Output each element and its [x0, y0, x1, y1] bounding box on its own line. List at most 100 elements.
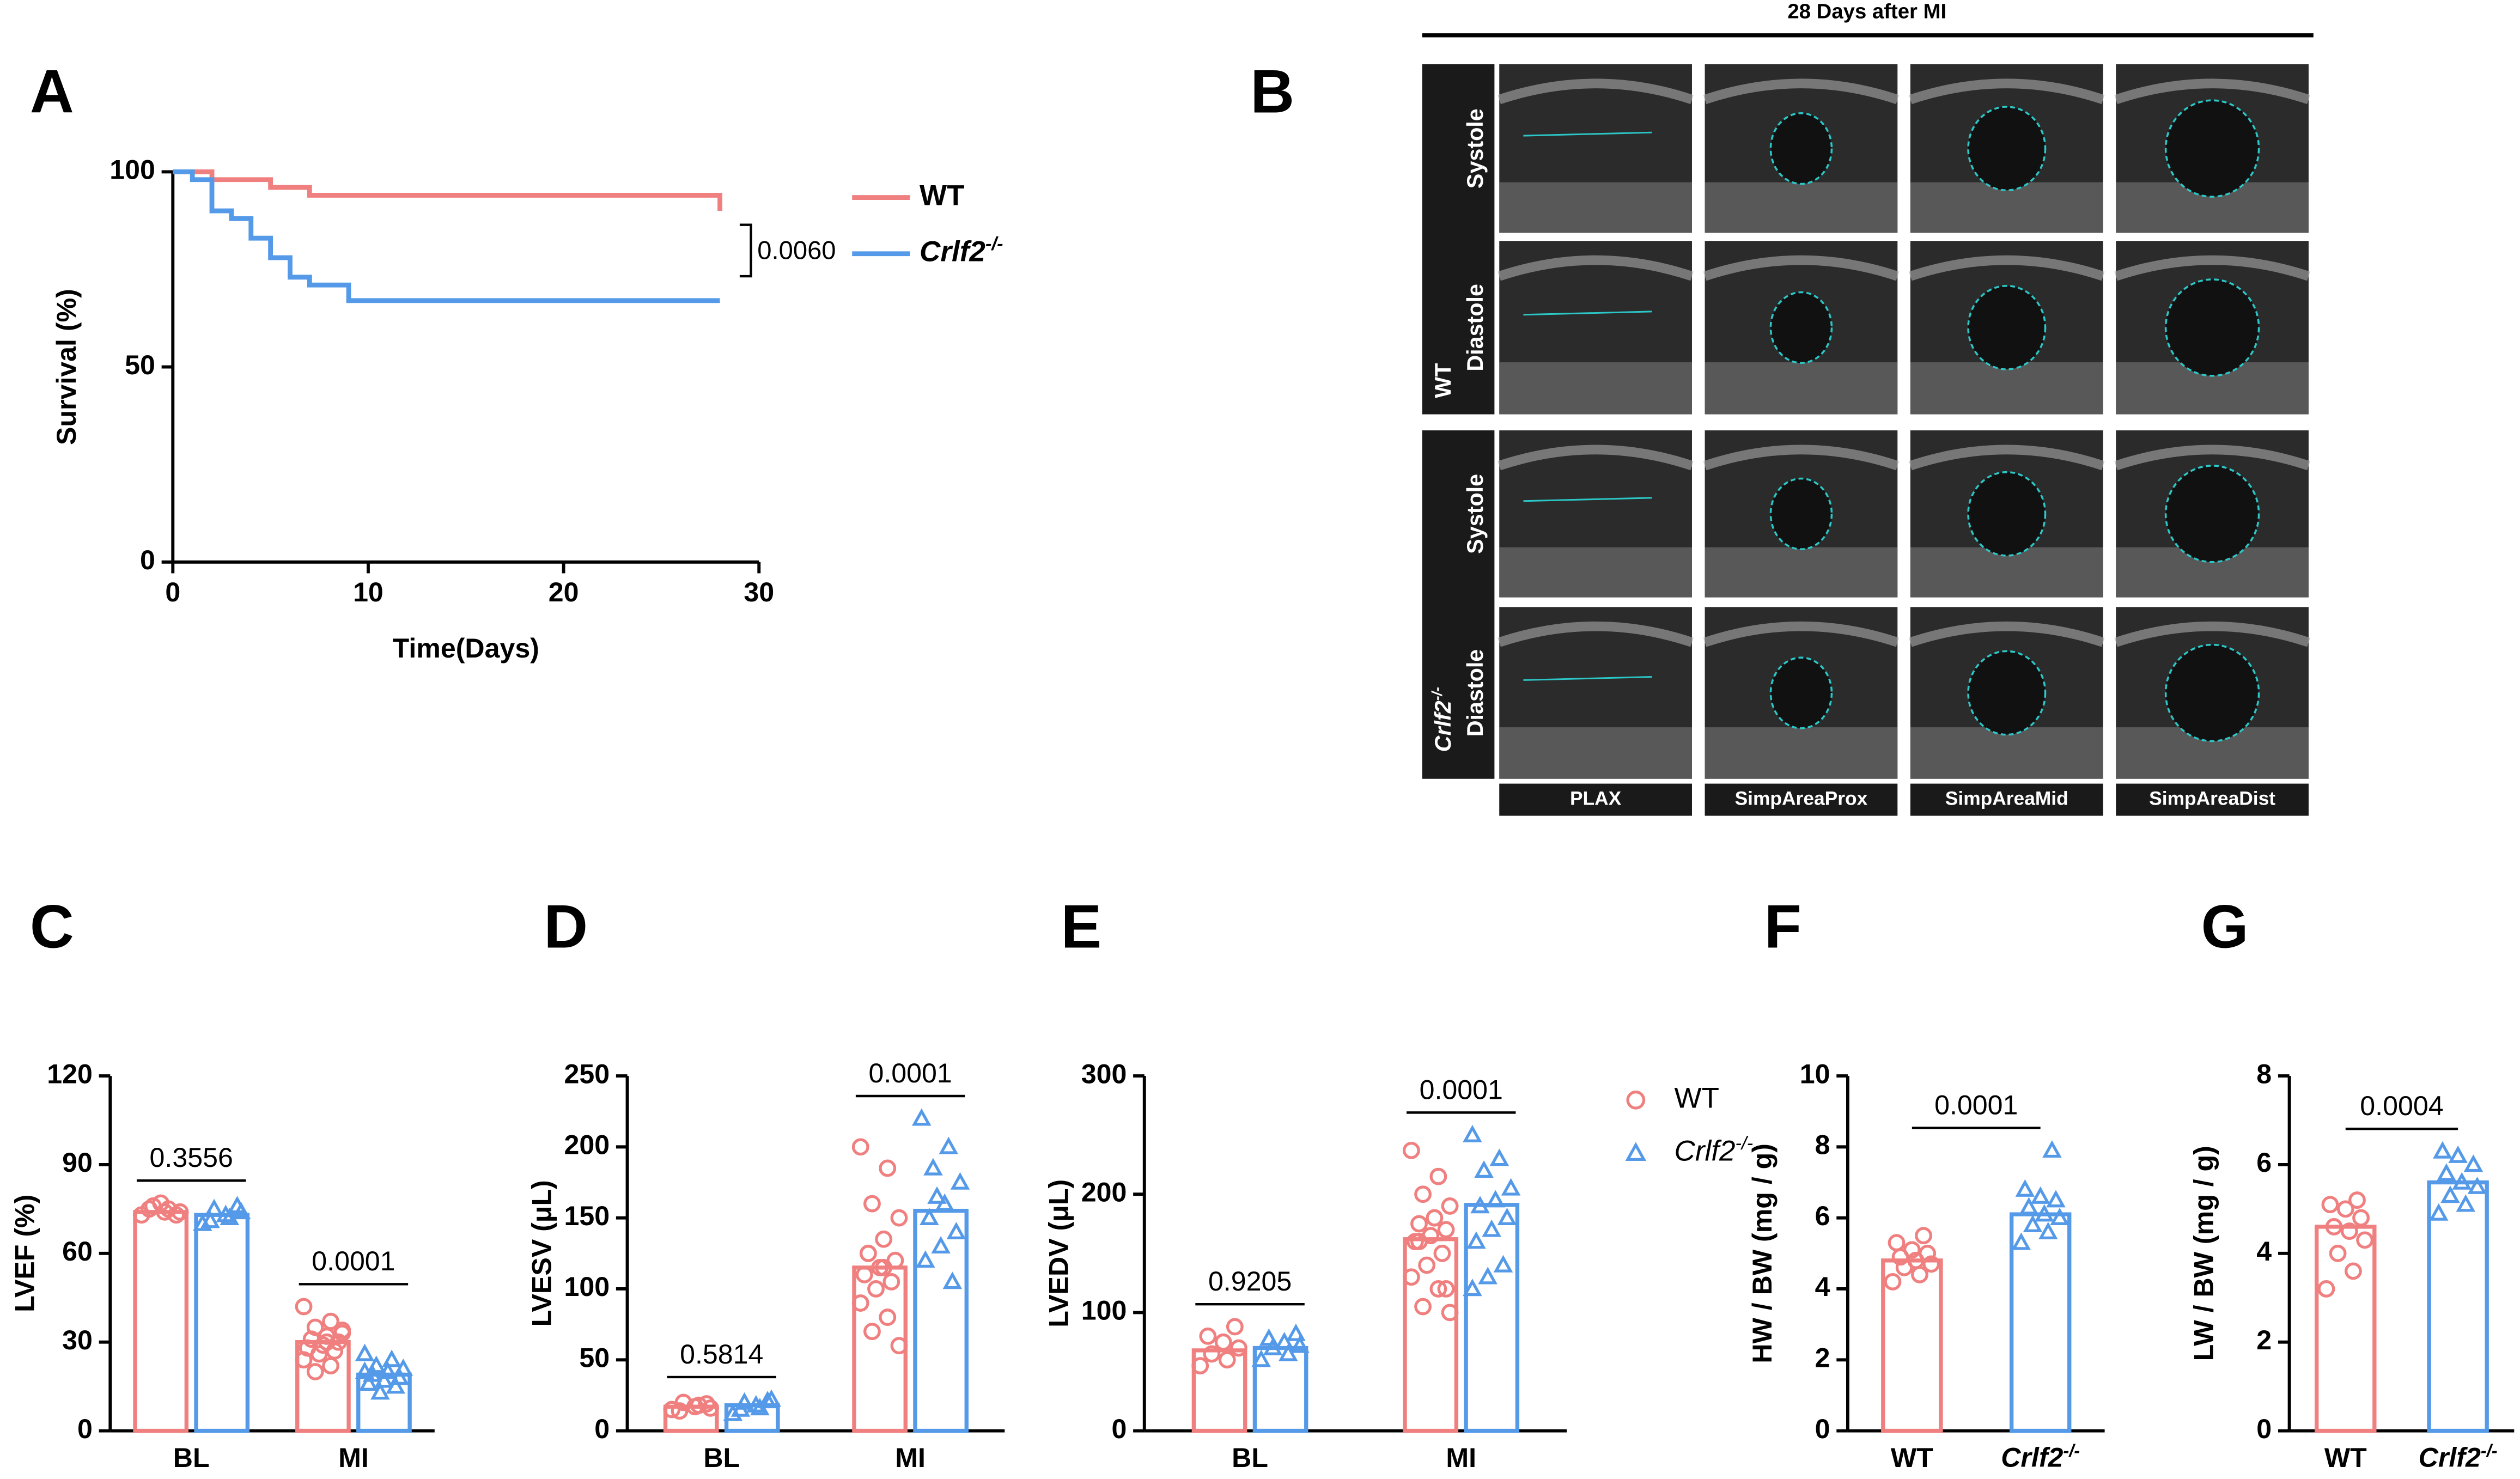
data-point — [358, 1373, 379, 1391]
data-point — [2042, 1140, 2062, 1158]
y-tick-label: 0 — [2256, 1414, 2272, 1444]
data-point — [890, 1209, 908, 1227]
y-tick-label: 150 — [564, 1201, 610, 1231]
y-tick-label: 200 — [1081, 1177, 1127, 1207]
data-point — [2325, 1218, 2343, 1235]
column-strip — [1910, 783, 2103, 816]
trace — [1523, 497, 1652, 502]
echo-arc — [2114, 621, 2310, 647]
data-point — [1441, 1304, 1459, 1322]
echo-tissue — [1705, 362, 1898, 415]
legend-label: WT — [1675, 1082, 1719, 1114]
data-point — [2452, 1172, 2472, 1190]
data-point — [295, 1351, 313, 1369]
data-point — [1478, 1267, 1498, 1285]
data-point — [863, 1195, 881, 1213]
data-point — [2437, 1163, 2456, 1181]
data-point — [2321, 1196, 2339, 1214]
data-point — [2034, 1204, 2054, 1222]
y-tick-label: 50 — [579, 1343, 610, 1373]
data-point — [931, 1236, 951, 1254]
trace — [2164, 643, 2260, 742]
data-point — [875, 1230, 893, 1248]
panel-title: 28 Days after MI — [1787, 0, 1946, 23]
column-strip — [2116, 783, 2309, 816]
panel-letter: G — [2201, 892, 2248, 960]
x-tick-label: 0 — [165, 577, 180, 607]
data-point — [859, 1244, 877, 1262]
data-point — [1482, 1219, 1502, 1237]
echo-arc — [1703, 78, 1900, 105]
data-point — [2352, 1209, 2370, 1227]
bar — [913, 1208, 969, 1433]
data-point — [2030, 1186, 2050, 1204]
row-label: Diastole — [1463, 284, 1488, 372]
y-tick-label: 100 — [109, 155, 155, 185]
p-value: 0.0001 — [312, 1246, 395, 1276]
y-tick-label: 4 — [2256, 1236, 2272, 1267]
y-tick-label: 90 — [62, 1147, 93, 1178]
bar — [1881, 1258, 1943, 1433]
x-tick-label: MI — [1446, 1443, 1476, 1473]
data-point — [950, 1172, 970, 1190]
trace — [2164, 465, 2260, 563]
trace — [1523, 311, 1652, 316]
data-point — [758, 1391, 777, 1409]
x-tick-label: MI — [895, 1443, 926, 1473]
bar — [2315, 1225, 2377, 1433]
x-tick-label: 10 — [353, 577, 384, 607]
column-label: SimpAreaMid — [1945, 788, 2068, 809]
data-point — [946, 1222, 966, 1239]
survival-line — [173, 169, 722, 211]
echo-arc — [1909, 621, 2105, 647]
data-point — [2317, 1280, 2335, 1298]
data-point — [167, 1206, 185, 1224]
data-point — [890, 1337, 908, 1355]
data-point — [1429, 1280, 1447, 1298]
data-point — [1203, 1345, 1221, 1363]
data-point — [882, 1273, 900, 1291]
data-point — [686, 1398, 704, 1416]
y-axis-label: HW / BW (mg / g) — [1747, 1143, 1778, 1364]
data-point — [1463, 1124, 1482, 1142]
survival-line — [173, 169, 720, 303]
data-point — [875, 1258, 893, 1276]
data-point — [1414, 1185, 1432, 1203]
data-point — [374, 1370, 394, 1388]
column-label: SimpAreaDist — [2149, 788, 2275, 809]
echo-tissue — [1705, 182, 1898, 233]
data-point — [863, 1323, 881, 1341]
data-point — [355, 1343, 375, 1361]
y-tick-label: 4 — [1815, 1271, 1830, 1302]
p-value: 0.9205 — [1208, 1266, 1292, 1297]
echo-arc — [1703, 445, 1900, 471]
data-point — [2019, 1197, 2039, 1215]
data-point — [2440, 1185, 2460, 1203]
y-tick-label: 8 — [1815, 1130, 1830, 1160]
data-point — [200, 1210, 220, 1228]
x-tick-label: BL — [703, 1443, 740, 1473]
x-tick-label: 30 — [744, 577, 774, 607]
data-point — [156, 1203, 174, 1221]
row-label: Systole — [1463, 474, 1488, 554]
data-point — [1226, 1318, 1244, 1336]
trace — [1523, 131, 1652, 137]
data-point — [1437, 1280, 1455, 1298]
data-point — [1286, 1323, 1306, 1341]
y-axis-label: LW / BW (mg / g) — [2189, 1146, 2219, 1361]
data-point — [1501, 1178, 1521, 1196]
y-tick-label: 200 — [564, 1130, 610, 1160]
data-point — [939, 1136, 959, 1154]
panel-letter: E — [1061, 892, 1101, 960]
panel-letter: A — [30, 57, 74, 125]
x-tick-label: MI — [338, 1443, 369, 1473]
data-point — [1915, 1227, 1932, 1245]
data-point — [942, 1271, 963, 1289]
trace — [1967, 284, 2047, 370]
x-tick-label: WT — [2324, 1443, 2367, 1473]
echo-arc — [1909, 78, 2105, 105]
data-point — [1626, 1090, 1646, 1110]
data-point — [295, 1298, 313, 1316]
data-point — [216, 1204, 236, 1222]
echo-arc — [2114, 78, 2310, 105]
